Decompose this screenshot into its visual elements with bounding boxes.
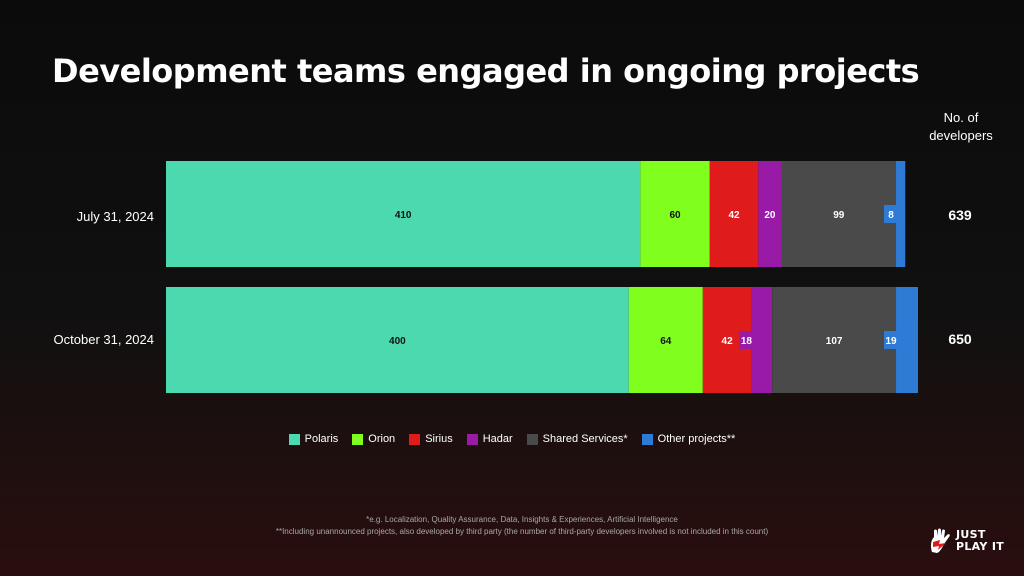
data-label-polaris-row-2: 400 [389, 336, 406, 347]
bar-segment-polaris-row-1 [166, 161, 641, 267]
legend-label-orion: Orion [368, 433, 396, 445]
total-header-line2: developers [929, 128, 993, 143]
bar-segment-orion-row-1 [640, 161, 710, 267]
footnote-1: *e.g. Localization, Quality Assurance, D… [366, 515, 678, 524]
legend-swatch-hadar [466, 433, 478, 445]
bar-segment-other-projects-row-1 [896, 161, 906, 267]
bar-segment-sirius-row-2 [702, 287, 752, 393]
legend-swatch-sirius [409, 433, 421, 445]
total-header-line1: No. of [943, 110, 979, 125]
legend-item-other-projects: Other projects** [641, 433, 736, 445]
data-label-sirius-row-2: 42 [722, 336, 734, 347]
data-label-tab-row-2 [884, 331, 899, 349]
bar-segment-sirius-row-1 [709, 161, 759, 267]
data-label-orion-row-1: 60 [669, 210, 681, 221]
bar-segment-hadar-row-1 [758, 161, 782, 267]
logo-line-2: PLAY IT [956, 540, 1005, 553]
data-label-hadar-row-1: 20 [764, 210, 776, 221]
legend-label-polaris: Polaris [304, 433, 339, 445]
bar-segment-other-projects-row-2 [896, 287, 918, 393]
legend-label-other-projects: Other projects** [657, 433, 736, 445]
logo-text: JUST PLAY IT [956, 529, 1004, 553]
legend-item-shared-services: Shared Services* [526, 433, 628, 445]
legend-label-sirius: Sirius [425, 433, 453, 445]
legend-swatch-other-projects [641, 433, 653, 445]
data-label-tab-row-1 [884, 205, 899, 223]
data-label-other-projects-row-1: 8 [888, 210, 894, 221]
legend-item-polaris: Polaris [288, 433, 339, 445]
data-label-tab-row-2 [739, 331, 754, 349]
data-label-shared-services-row-2: 107 [826, 336, 843, 347]
bar-segment-hadar-row-2 [751, 287, 773, 393]
row-label-july: July 31, 2024 [76, 209, 154, 224]
data-label-other-projects-row-2: 19 [885, 336, 897, 347]
legend-label-shared-services: Shared Services* [542, 433, 628, 445]
chart-legend: Polaris Orion Sirius Hadar Shared Servic… [0, 433, 1024, 445]
legend-label-hadar: Hadar [482, 433, 513, 445]
bar-segment-polaris-row-2 [166, 287, 629, 393]
legend-swatch-orion [352, 433, 364, 445]
total-column-header: No. of developers [918, 109, 1004, 145]
bar-segment-shared-services-row-2 [772, 287, 897, 393]
logo-line-1: JUST [956, 528, 986, 541]
bar-segment-shared-services-row-1 [781, 161, 897, 267]
legend-item-hadar: Hadar [466, 433, 513, 445]
legend-item-sirius: Sirius [409, 433, 453, 445]
data-label-polaris-row-1: 410 [395, 210, 412, 221]
legend-item-orion: Orion [352, 433, 395, 445]
data-label-shared-services-row-1: 99 [833, 210, 845, 221]
page-title: Development teams engaged in ongoing pro… [52, 52, 920, 90]
data-label-sirius-row-1: 42 [728, 210, 740, 221]
hand-logo-icon [930, 528, 950, 553]
data-label-orion-row-2: 64 [660, 336, 672, 347]
total-value-july: 639 [948, 207, 972, 223]
bar-segment-orion-row-2 [628, 287, 703, 393]
total-value-october: 650 [948, 331, 972, 347]
footnote-2: **Including unannounced projects, also d… [275, 527, 769, 536]
legend-swatch-polaris [288, 433, 300, 445]
row-label-october: October 31, 2024 [53, 332, 154, 347]
data-label-hadar-row-2: 18 [741, 336, 753, 347]
brand-logo: JUST PLAY IT [928, 528, 1004, 554]
legend-swatch-shared-services [526, 433, 538, 445]
